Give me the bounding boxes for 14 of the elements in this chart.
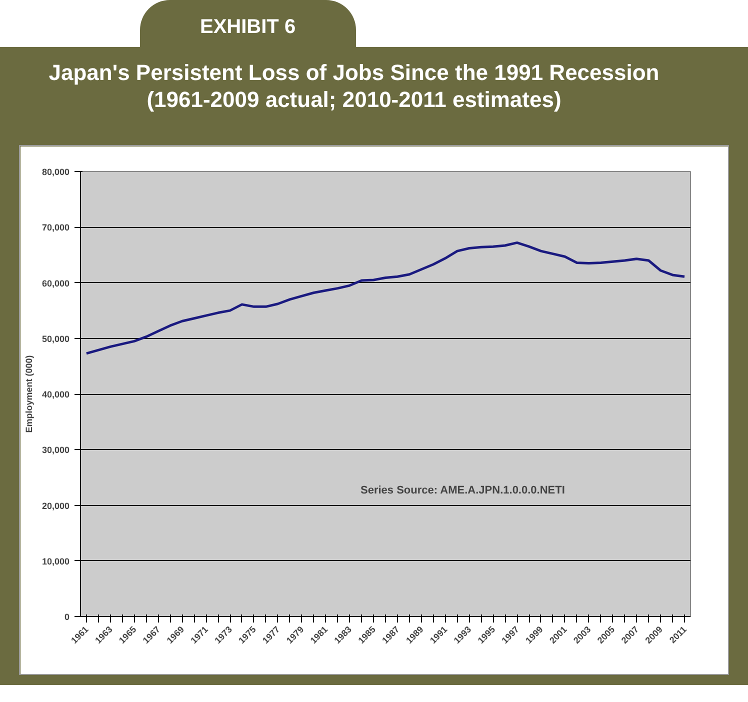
- y-tick-label: 60,000: [42, 278, 70, 288]
- y-axis-title: Employment (000): [24, 355, 34, 433]
- annotation: Series Source: AME.A.JPN.1.0.0.0.NETI: [360, 484, 565, 496]
- y-tick-label: 20,000: [42, 500, 70, 511]
- y-tick-label: 30,000: [42, 445, 70, 456]
- line-series: [85, 241, 686, 355]
- y-tick-label: 50,000: [42, 334, 70, 344]
- y-tick-label: 0: [64, 612, 70, 622]
- chart-title: Japan's Persistent Loss of Jobs Since the 1991 Recession (1961-2009 actual; 2010-2011 estimates): [0, 47, 708, 127]
- y-tick-label: 40,000: [42, 390, 70, 400]
- text: EXHIBIT 6: [140, 0, 356, 47]
- y-tick-label: 70,000: [42, 222, 70, 233]
- y-tick-label: 80,000: [42, 167, 70, 177]
- y-tick-label: 10,000: [42, 556, 70, 566]
